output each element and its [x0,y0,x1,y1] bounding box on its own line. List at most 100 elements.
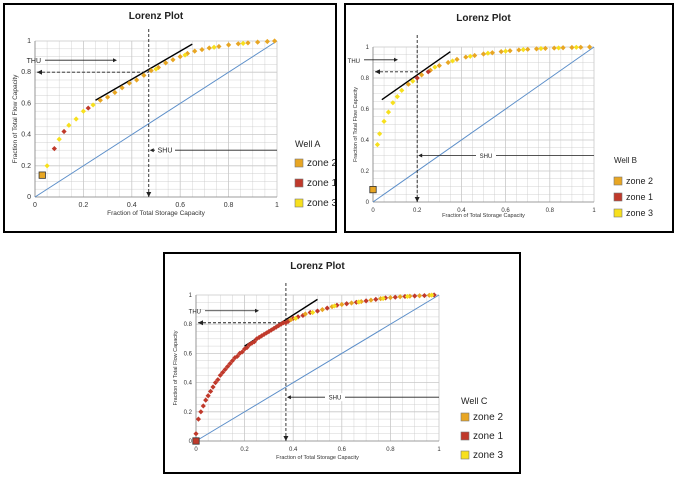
chart-svg: Lorenz Plot 0 0.2 0.4 0.6 0.8 1 0 0.2 0.4 0.6 0.8 1 F… [348,13,653,219]
thu-arrow-head [255,308,259,313]
data-point [472,52,478,59]
legend-swatch [460,450,470,460]
legend-swatch [613,192,623,202]
legend-label: zone 2 [473,412,503,423]
data-point [119,85,125,91]
data-point [216,43,222,50]
data-point [390,100,396,106]
lorenz-plot-well-b: Lorenz Plot 0 0.2 0.4 0.6 0.8 1 0 0.2 0.4 0.6 0.8 1 F… [344,3,674,233]
y-tick-label: 0.4 [361,138,370,144]
data-point [56,136,62,142]
data-point [392,294,398,300]
data-point [285,318,291,324]
legend-label: zone 2 [626,176,653,186]
x-tick-label: 0 [371,208,375,214]
data-point [182,52,188,58]
data-point [412,293,418,299]
data-point [385,109,392,115]
data-point [112,89,118,96]
data-point [436,63,442,69]
chart-svg: Lorenz Plot 0 0.2 0.4 0.6 0.8 1 0 0.2 0.4 0.6 0.8 1 F… [12,11,335,217]
data-point [480,51,487,57]
shu-arrowhead [146,192,152,197]
data-point [368,297,374,303]
data-point [199,46,205,53]
data-point [432,64,438,70]
data-point [193,431,199,437]
thu-arrow-head [113,58,117,63]
legend-label: zone 3 [307,198,335,209]
y-tick-label: 0.4 [184,381,193,387]
data-point [498,49,504,55]
data-point [556,45,562,51]
data-point [399,87,405,93]
data-point [66,122,72,128]
data-point [245,40,251,46]
data-point [203,397,209,403]
x-tick-label: 0.8 [546,208,555,214]
data-point [516,47,522,53]
data-point [134,77,140,83]
data-point [141,72,147,78]
shu-label-bg [325,393,345,402]
lorenz-plot-well-a: Lorenz Plot 0 0.2 0.4 0.6 0.8 1 0 0.2 0.4 0.6 0.8 1 F… [3,3,337,233]
data-point [227,361,233,367]
data-point [153,66,159,72]
data-point [61,128,67,135]
chart-svg: Lorenz Plot 0 0.2 0.4 0.6 0.8 1 0 0.2 0.4 0.6 0.8 1 F… [173,261,503,461]
x-tick-label: 1 [592,208,596,214]
legend-swatch [294,158,304,168]
data-point [314,308,321,314]
x-tick-label: 0.6 [175,202,185,209]
x-tick-label: 0.2 [240,447,249,453]
data-point [273,324,279,330]
data-point [239,349,245,355]
shu-arrowhead [283,436,289,441]
data-point [324,305,330,311]
y-tick-label: 0 [27,194,31,201]
data-point [226,42,232,48]
thu-arrowhead [198,320,203,326]
data-point [85,105,91,111]
data-point [80,108,86,114]
y-tick-label: 0.6 [184,351,193,357]
data-point [90,102,96,108]
legend-label: zone 3 [473,450,503,461]
x-axis-label: Fraction of Total Storage Capacity [107,210,206,217]
data-point [356,299,362,305]
data-point [339,301,345,308]
data-point [38,171,46,179]
y-tick-label: 0.2 [361,169,370,175]
data-point [463,54,469,60]
y-tick-label: 0.2 [21,163,31,170]
data-point [467,53,473,59]
shu-arrow-head [286,395,291,400]
data-point [381,118,387,124]
data-point [51,146,57,152]
legend-title: Well C [461,396,488,406]
data-point [198,409,204,415]
thu-label: THU [27,58,41,65]
data-point [240,40,246,46]
x-axis-label: Fraction of Total Storage Capacity [276,455,359,461]
y-tick-label: 0.8 [21,69,31,76]
data-point [192,48,198,54]
y-tick-label: 0.6 [361,107,370,113]
x-tick-label: 0.4 [127,202,137,209]
y-axis-label: Fraction of Total Flow Capacity [353,87,359,162]
legend-label: zone 3 [626,208,653,218]
legend-title: Well B [614,156,637,165]
data-point [170,57,176,63]
y-tick-label: 1 [189,293,193,299]
data-point [485,50,491,56]
thu-label: THU [348,59,360,65]
data-point [573,44,579,50]
lorenz-plot-well-c: Lorenz Plot 0 0.2 0.4 0.6 0.8 1 0 0.2 0.4 0.6 0.8 1 F… [163,252,521,474]
data-point [271,38,278,44]
x-tick-label: 0.6 [338,447,347,453]
legend-label: zone 2 [307,158,335,169]
data-point [374,142,381,148]
homogeneous-diagonal-line [372,46,595,203]
x-tick-label: 0.4 [289,447,298,453]
legend-label: zone 1 [307,178,335,189]
